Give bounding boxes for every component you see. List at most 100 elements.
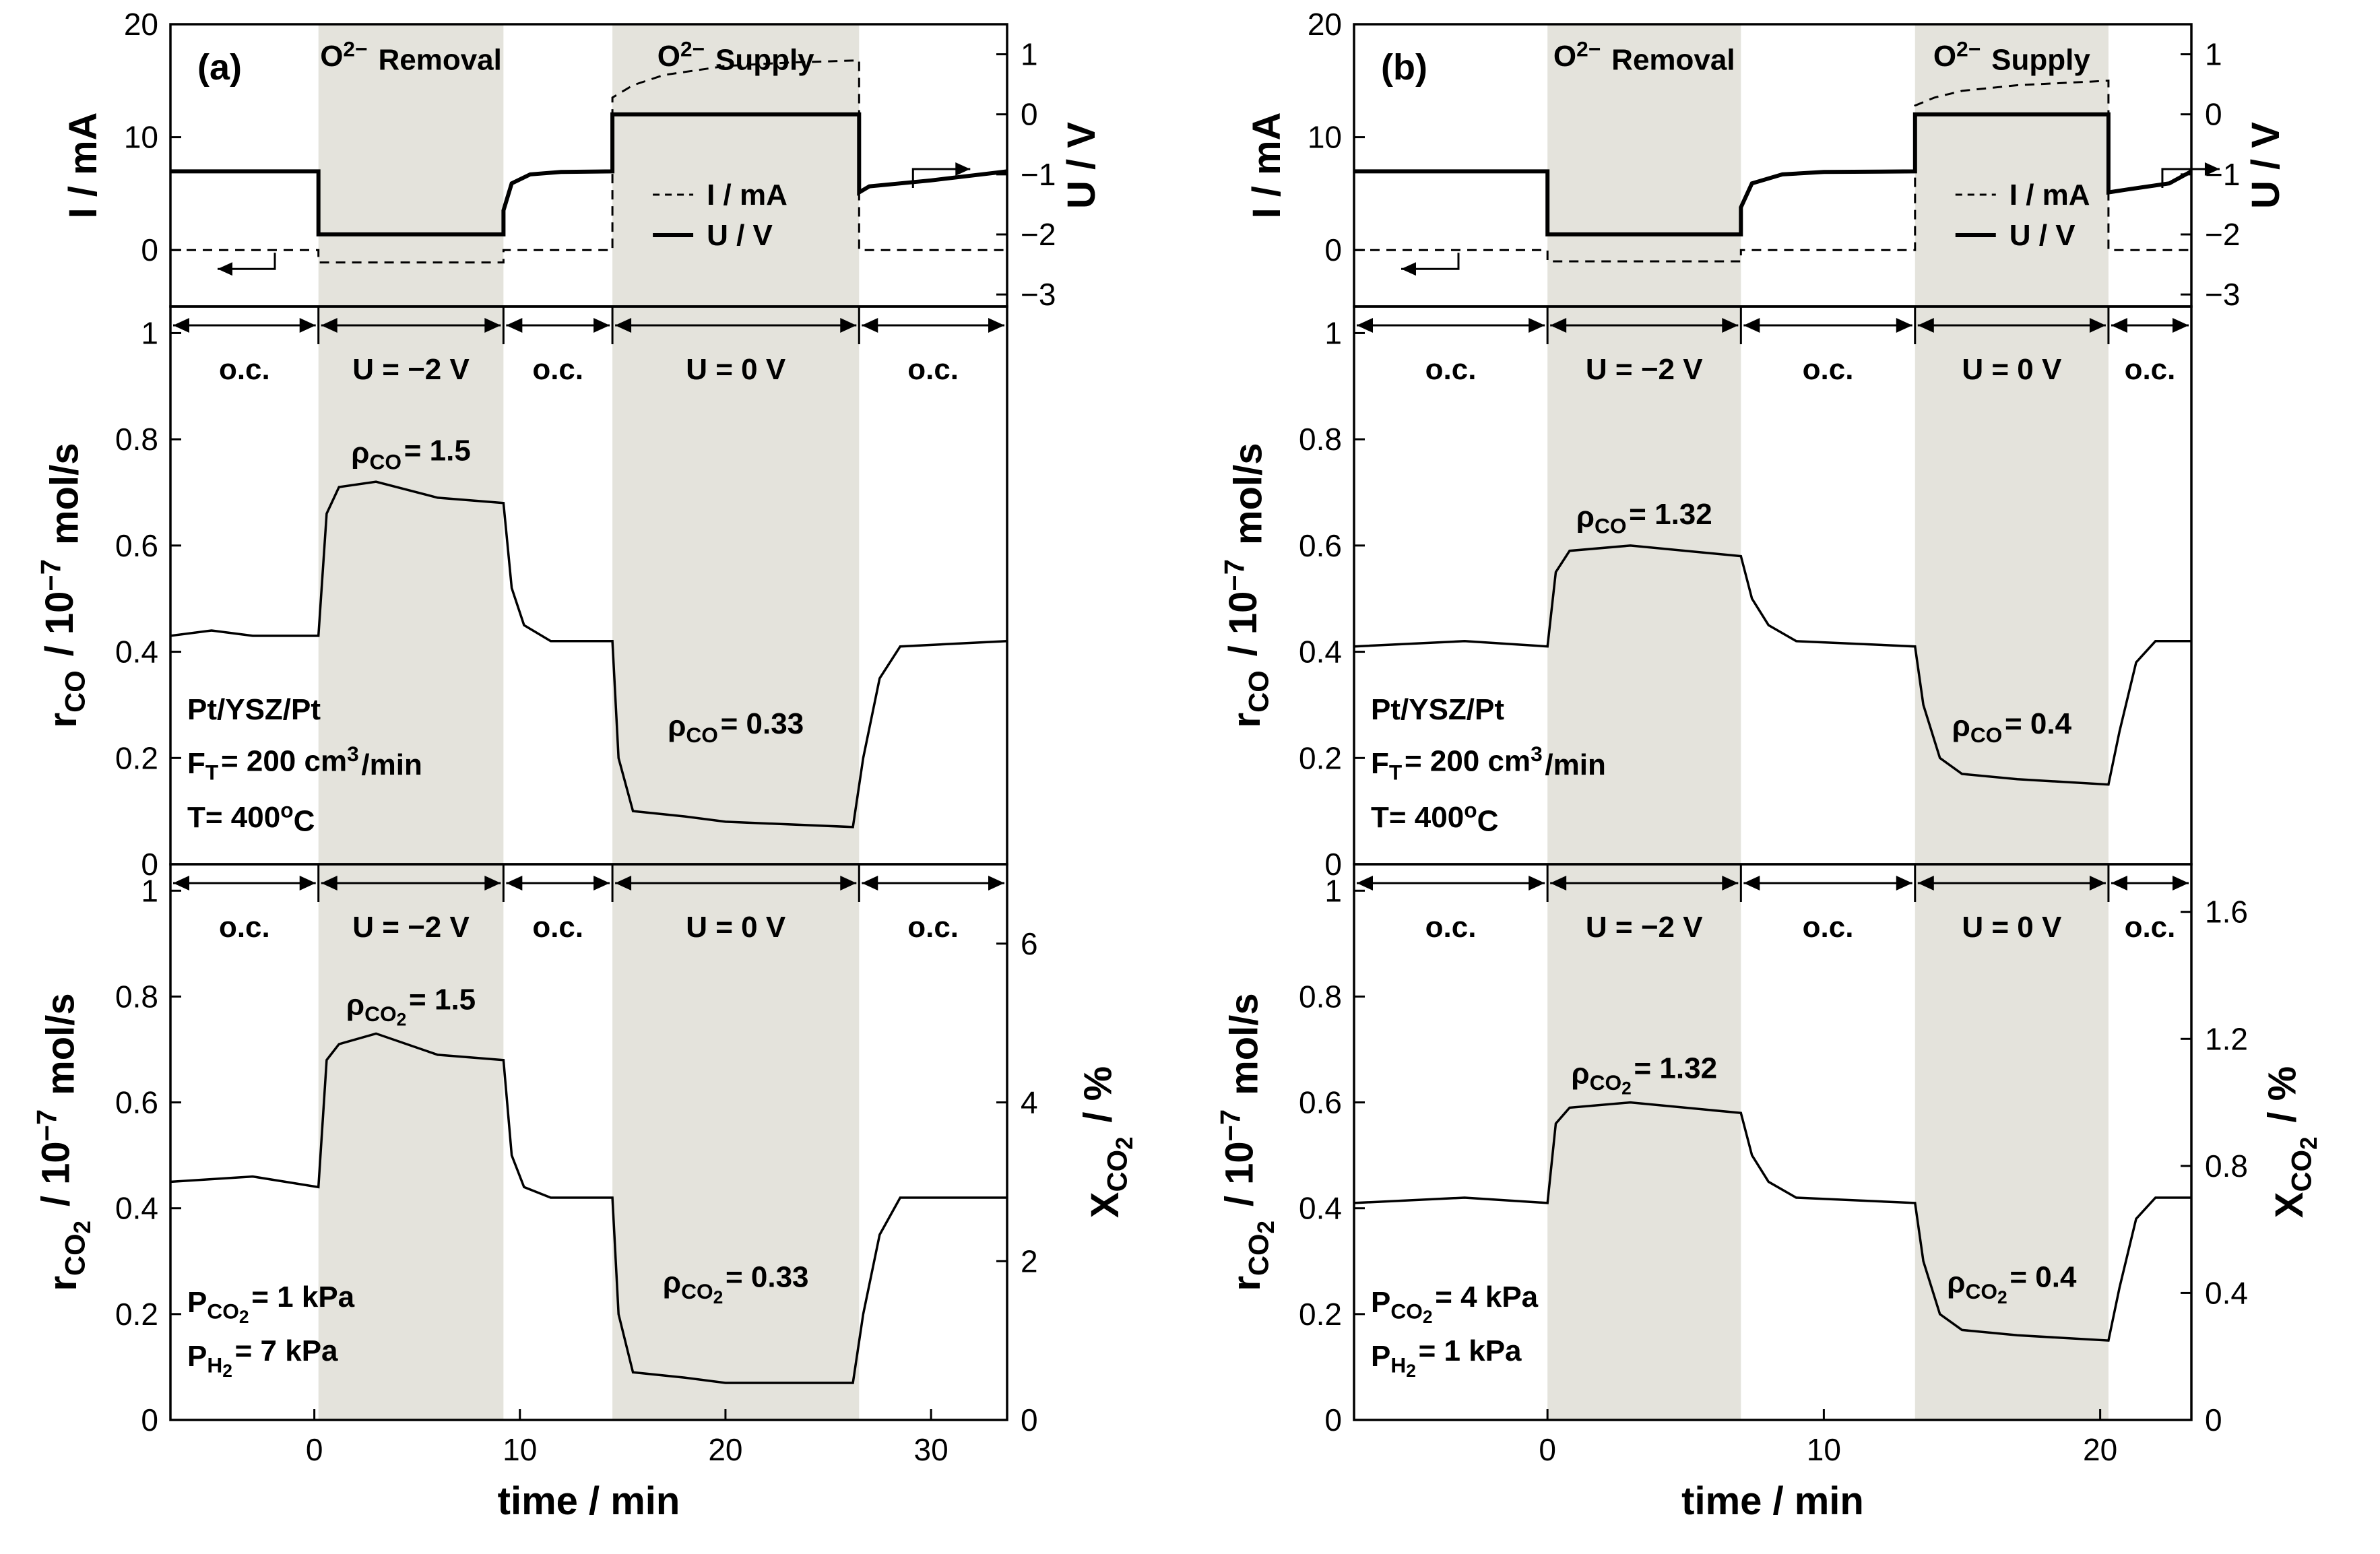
regime-arrow-head-left <box>321 876 337 891</box>
shaded-region <box>612 24 860 1420</box>
y2-tick-label: 1 <box>2205 37 2222 72</box>
bottom-rate-line <box>170 1032 1007 1384</box>
regime-label: o.c. <box>907 911 959 944</box>
y-tick-label: 0 <box>1324 232 1342 267</box>
legend-current-label: I / mA <box>2009 179 2090 212</box>
regime-label: U = 0 V <box>686 353 786 386</box>
middle-info-line: Pt/YSZ/Pt <box>187 693 321 726</box>
regime-label: o.c. <box>2125 911 2176 944</box>
y-tick-label: 0 <box>141 232 158 267</box>
y-tick-label: 0.8 <box>1299 979 1342 1014</box>
y-tick-label: 1 <box>141 873 158 908</box>
regime-arrow-head-right <box>2173 876 2189 891</box>
voltage-series-line <box>170 112 1008 236</box>
middle-rho-low: ρCO = 0.33 <box>668 707 804 747</box>
regime-label: o.c. <box>219 911 270 944</box>
y-tick-label: 0.2 <box>1299 1297 1342 1332</box>
regime-label: U = −2 V <box>1586 353 1703 386</box>
middle-info-line: T= 400oC <box>1371 798 1498 838</box>
regime-arrow-head-left <box>173 318 189 333</box>
legend-voltage-label: U / V <box>707 219 773 252</box>
regime-arrow-head-right <box>2089 318 2106 333</box>
y2-tick-label: 0.8 <box>2205 1148 2248 1184</box>
left-axis-arrow <box>1401 253 1460 270</box>
middle-rho-high: ρCO = 1.5 <box>351 434 471 474</box>
regime-arrow-head-right <box>593 318 610 333</box>
regime-label: U = 0 V <box>686 911 786 944</box>
regime-label: U = −2 V <box>352 911 470 944</box>
regime-label: U = 0 V <box>1962 353 2062 386</box>
y-tick-label: 0 <box>1324 1402 1342 1437</box>
middle-rate-line <box>1353 544 2191 786</box>
regime-arrow-head-left <box>1743 876 1760 891</box>
x-axis-label: time / min <box>1681 1479 1864 1523</box>
bottom-right-axis-label: XCO2 / % <box>1076 1066 1138 1218</box>
current-series-line <box>1354 79 2191 263</box>
regime-arrow-head-right <box>1529 318 1545 333</box>
y2-tick-label: 0 <box>1021 1402 1038 1437</box>
y-tick-label: 0.8 <box>115 979 158 1014</box>
middle-rate-line <box>170 480 1008 829</box>
middle-y-axis-label: rCO / 10−7 mol/s <box>1218 443 1274 728</box>
regime-arrow-head-left <box>506 318 523 333</box>
left-axis-arrow-head <box>218 262 232 276</box>
y-tick-label: 1 <box>1324 315 1342 350</box>
y2-tick-label: −1 <box>1021 157 1056 192</box>
y2-tick-label: 1 <box>1021 37 1038 72</box>
regime-label: o.c. <box>1803 353 1854 386</box>
regime-arrow-head-right <box>2089 876 2106 891</box>
y2-tick-label: 0 <box>2205 97 2222 132</box>
top-left-axis-label: I / mA <box>1245 112 1289 219</box>
y2-tick-label: 0 <box>2205 1402 2222 1437</box>
y-tick-label: 10 <box>124 120 158 155</box>
regime-label: U = −2 V <box>352 353 470 386</box>
y-tick-label: 0.2 <box>115 1297 158 1332</box>
y-tick-label: 0.6 <box>115 528 158 563</box>
regime-label: o.c. <box>907 353 959 386</box>
y2-tick-label: −1 <box>2205 157 2240 192</box>
regime-arrow-head-left <box>2111 318 2127 333</box>
regime-arrow-head-right <box>1529 876 1545 891</box>
bottom-rho-high: ρCO2 = 1.32 <box>1571 1051 1717 1098</box>
removal-title: O2− Removal <box>320 37 502 77</box>
y-tick-label: 0 <box>141 1402 158 1437</box>
regime-arrow-head-right <box>840 318 857 333</box>
y-tick-label: 0.8 <box>1299 422 1342 457</box>
regime-arrow-head-left <box>506 876 523 891</box>
y-tick-label: 1 <box>1324 873 1342 908</box>
regime-arrow-head-right <box>484 318 501 333</box>
regime-label: o.c. <box>1425 911 1477 944</box>
y-tick-label: 0.6 <box>1299 1085 1342 1120</box>
right-axis-arrow-head <box>955 162 971 176</box>
regime-arrow-head-left <box>2111 876 2127 891</box>
voltage-series-line <box>1354 112 2193 236</box>
bottom-right-axis-label: XCO2 / % <box>2260 1066 2322 1218</box>
regime-arrow-head-left <box>1917 876 1934 891</box>
regime-arrow-head-right <box>593 876 610 891</box>
regime-arrow-head-left <box>173 876 189 891</box>
bottom-y-axis-label: rCO2 / 10−7 mol/s <box>31 993 96 1291</box>
shaded-region <box>1547 24 1741 1420</box>
regime-arrow-head-right <box>988 876 1004 891</box>
y2-tick-label: −2 <box>2205 217 2240 252</box>
y-tick-label: 20 <box>124 7 158 42</box>
regime-arrow-head-left <box>615 876 632 891</box>
middle-info-line: FT = 200 cm3 /min <box>187 742 422 784</box>
right-axis-arrow <box>2161 168 2220 188</box>
y-tick-label: 0.4 <box>1299 1191 1342 1226</box>
y2-tick-label: 0.4 <box>2205 1275 2248 1310</box>
x-tick-label: 20 <box>708 1432 742 1467</box>
bottom-info-line: PH2 = 1 kPa <box>1371 1334 1522 1381</box>
middle-rho-low: ρCO = 0.4 <box>1952 707 2072 747</box>
regime-arrow-head-right <box>299 876 316 891</box>
y2-tick-label: 1.6 <box>2205 895 2248 930</box>
legend-voltage-label: U / V <box>2009 219 2076 252</box>
top-left-axis-label: I / mA <box>61 112 105 219</box>
x-tick-label: 30 <box>914 1432 948 1467</box>
x-tick-label: 10 <box>503 1432 537 1467</box>
supply-title: O2− Supply <box>1933 37 2090 77</box>
regime-arrow-head-left <box>862 876 878 891</box>
plot-frame <box>169 23 1008 308</box>
y2-tick-label: −3 <box>2205 277 2240 312</box>
middle-rho-high: ρCO = 1.32 <box>1576 498 1712 538</box>
